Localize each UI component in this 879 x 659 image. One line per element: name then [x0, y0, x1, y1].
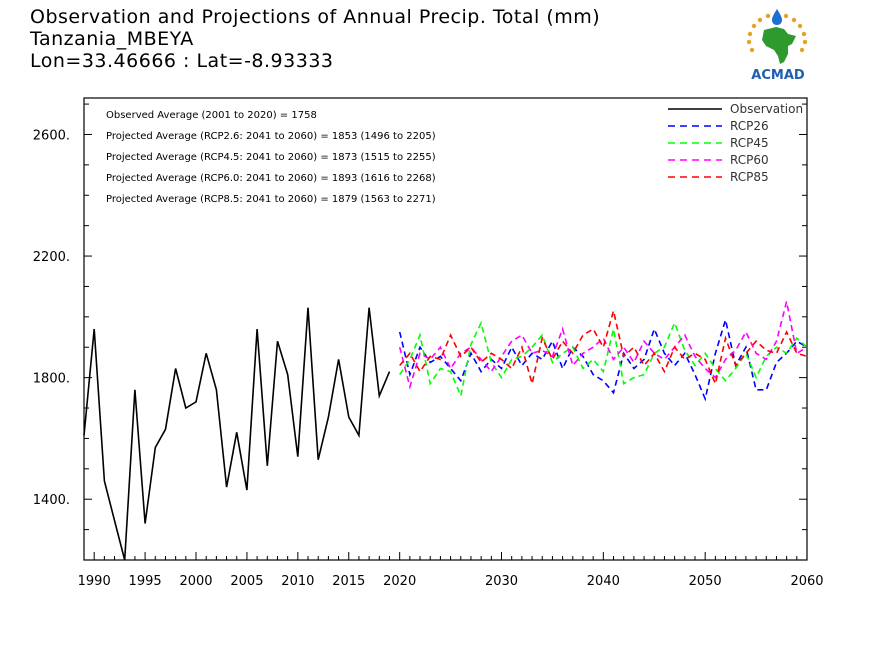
- x-tick-label: 2000: [179, 574, 212, 589]
- x-tick-label: 2060: [790, 574, 823, 589]
- x-tick-label: 1990: [78, 574, 111, 589]
- note-rcp45: Projected Average (RCP4.5: 2041 to 2060)…: [106, 152, 436, 163]
- axis-ticks: [83, 103, 808, 560]
- legend-label-observation: Observation: [730, 102, 803, 116]
- x-tick-label: 2050: [689, 574, 722, 589]
- y-tick-label: 1800.: [33, 372, 70, 387]
- water-drop-icon: [772, 9, 782, 25]
- station-coordinates: Lon=33.46666 : Lat=-8.93333: [30, 50, 334, 72]
- notes-box: Observed Average (2001 to 2020) = 1758 P…: [106, 110, 436, 205]
- y-tick-label: 2600.: [33, 128, 70, 143]
- series-rcp85-line: [399, 310, 808, 387]
- series-rcp45-line: [399, 320, 808, 399]
- note-observed: Observed Average (2001 to 2020) = 1758: [106, 110, 317, 121]
- plot-frame: [83, 97, 808, 561]
- series-observation-line: [83, 307, 391, 561]
- x-tick-label: 2005: [230, 574, 263, 589]
- legend-label-rcp60: RCP60: [730, 153, 769, 167]
- x-tick-label: 1995: [129, 574, 162, 589]
- note-rcp85: Projected Average (RCP8.5: 2041 to 2060)…: [106, 194, 436, 205]
- x-tick-label: 2010: [281, 574, 314, 589]
- y-tick-label: 2200.: [33, 250, 70, 265]
- africa-logo-icon: ACMAD: [746, 9, 808, 82]
- x-tick-label: 2030: [485, 574, 518, 589]
- y-axis-labels: 1400. 1800. 2200. 2600.: [33, 128, 70, 508]
- x-tick-label: 2015: [332, 574, 365, 589]
- legend: Observation RCP26 RCP45 RCP60 RCP85: [668, 102, 803, 184]
- series-lines: [83, 301, 808, 561]
- africa-map-icon: [762, 27, 796, 64]
- x-tick-label: 2040: [587, 574, 620, 589]
- logo-text: ACMAD: [751, 68, 805, 82]
- note-rcp60: Projected Average (RCP6.0: 2041 to 2060)…: [106, 173, 436, 184]
- logo-rays: [746, 13, 808, 53]
- chart-title: Observation and Projections of Annual Pr…: [30, 6, 601, 28]
- x-tick-label: 2020: [383, 574, 416, 589]
- series-rcp26-line: [398, 316, 808, 402]
- note-rcp26: Projected Average (RCP2.6: 2041 to 2060)…: [106, 131, 436, 142]
- station-name: Tanzania_MBEYA: [30, 28, 194, 50]
- legend-label-rcp85: RCP85: [730, 170, 769, 184]
- legend-label-rcp45: RCP45: [730, 136, 769, 150]
- y-tick-label: 1400.: [33, 493, 70, 508]
- x-axis-labels: 1990 1995 2000 2005 2010 2015 2020 2030 2040 2050…: [78, 574, 824, 589]
- legend-label-rcp26: RCP26: [730, 119, 769, 133]
- chart-header: Observation and Projections of Annual Pr…: [30, 6, 600, 72]
